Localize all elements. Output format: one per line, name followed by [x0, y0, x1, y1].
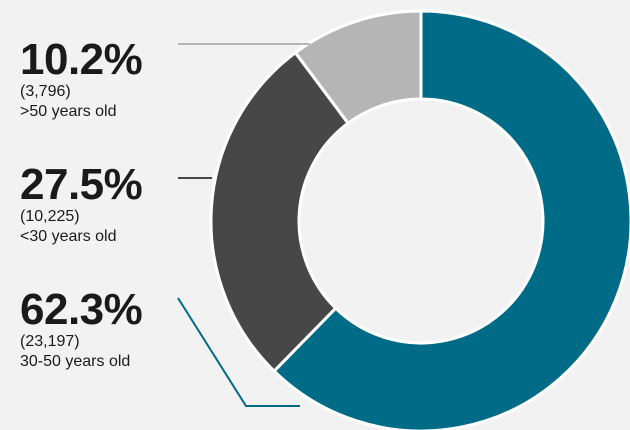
desc-under-30: <30 years old — [20, 228, 117, 245]
desc-30-50: 30-50 years old — [20, 353, 131, 370]
percent-over-50: 10.2% — [20, 35, 143, 84]
count-30-50: (23,197) — [20, 333, 80, 350]
percent-30-50: 62.3% — [20, 285, 143, 334]
percent-under-30: 27.5% — [20, 160, 143, 209]
slice-over-50 — [293, 9, 423, 125]
donut-slices — [209, 9, 630, 430]
slice-30-50 — [272, 9, 630, 430]
leader-lines — [177, 43, 310, 407]
label-over-50: 10.2% (3,796) >50 years old — [20, 35, 143, 122]
label-30-50: 62.3% (23,197) 30-50 years old — [20, 285, 143, 372]
count-under-30: (10,225) — [20, 208, 80, 225]
leader-line-30-50 — [177, 297, 300, 407]
desc-over-50: >50 years old — [20, 103, 117, 120]
slice-under-30 — [209, 51, 350, 373]
count-over-50: (3,796) — [20, 83, 71, 100]
label-under-30: 27.5% (10,225) <30 years old — [20, 160, 143, 247]
